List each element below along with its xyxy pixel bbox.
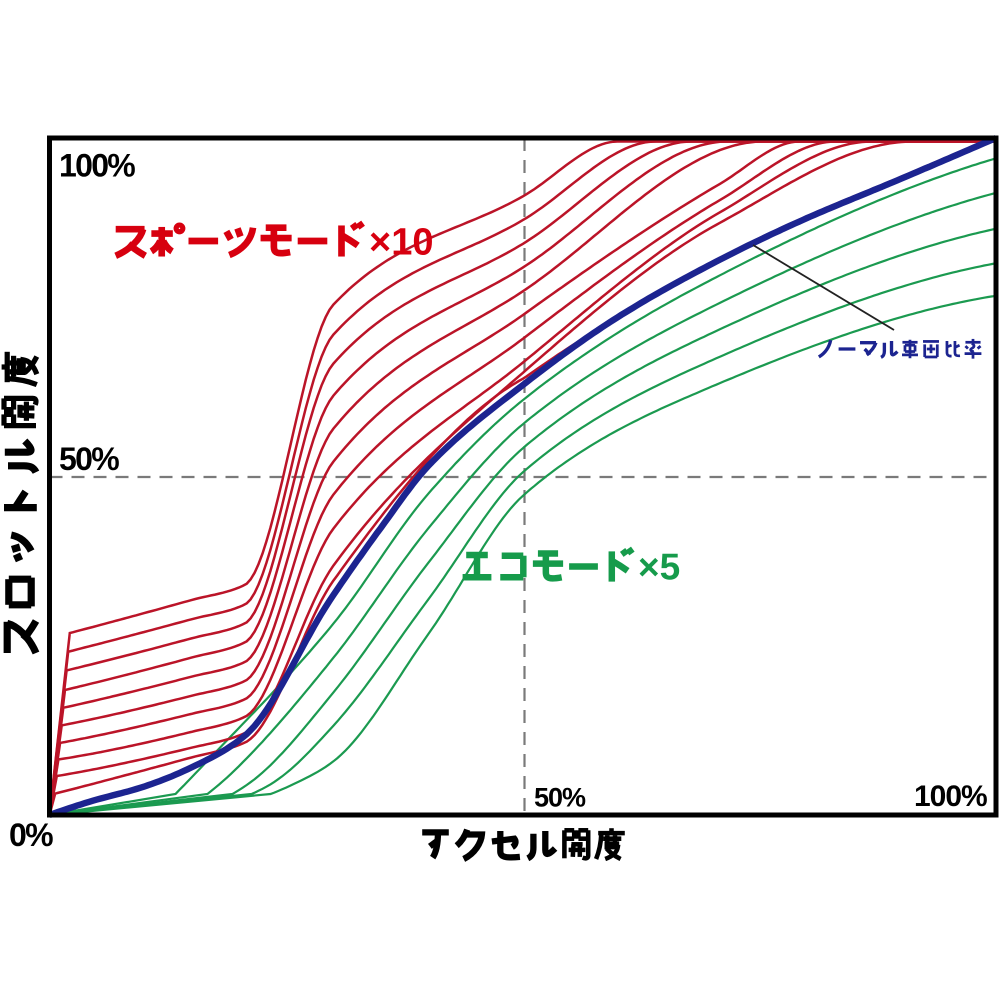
svg-text:100%: 100%: [59, 148, 135, 184]
svg-text:0%: 0%: [9, 817, 53, 853]
svg-text:100%: 100%: [914, 780, 987, 813]
svg-text:50%: 50%: [534, 783, 586, 813]
svg-text:50%: 50%: [59, 441, 119, 477]
svg-text:×5: ×5: [638, 547, 680, 588]
svg-text:×10: ×10: [369, 222, 433, 264]
